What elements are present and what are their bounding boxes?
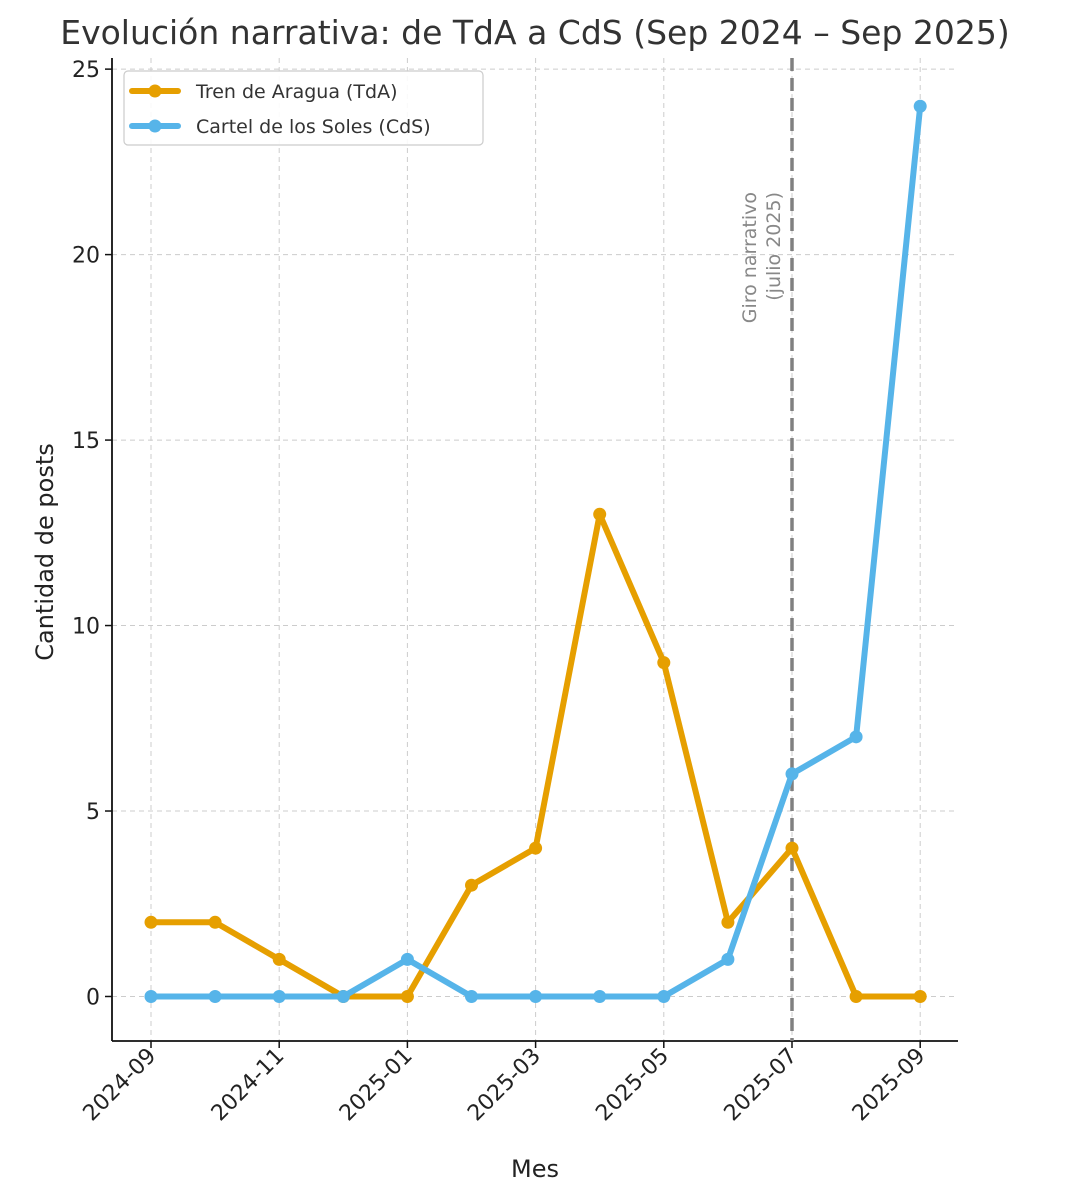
data-point-cds bbox=[529, 989, 543, 1003]
data-point-cds bbox=[465, 989, 478, 1003]
x-tick-label: 2025-09 bbox=[848, 1044, 931, 1127]
x-tick-label: 2024-09 bbox=[79, 1044, 162, 1127]
y-tick-label: 20 bbox=[72, 244, 100, 269]
data-point-tda bbox=[913, 989, 927, 1003]
legend-marker-cds bbox=[148, 119, 162, 133]
y-tick-label: 0 bbox=[86, 985, 100, 1010]
data-point-tda bbox=[785, 841, 799, 855]
data-point-tda bbox=[849, 989, 863, 1003]
legend-box bbox=[123, 70, 484, 146]
x-tick-label: 2025-05 bbox=[591, 1044, 674, 1127]
data-point-cds bbox=[272, 989, 286, 1003]
data-point-cds bbox=[721, 952, 735, 966]
data-point-tda bbox=[208, 915, 222, 929]
data-point-cds bbox=[208, 989, 222, 1003]
data-point-tda bbox=[465, 878, 478, 892]
x-tick-label: 2025-01 bbox=[335, 1044, 418, 1127]
y-tick-label: 5 bbox=[86, 800, 100, 825]
x-tick-label: 2024-11 bbox=[207, 1044, 290, 1127]
data-point-tda bbox=[144, 915, 158, 929]
y-tick-label: 25 bbox=[72, 58, 100, 83]
data-point-cds bbox=[336, 989, 350, 1003]
data-point-cds bbox=[657, 989, 671, 1003]
data-point-cds bbox=[913, 99, 927, 113]
annotation-label-line: (julio 2025) bbox=[763, 192, 785, 301]
legend-label-cds: Cartel de los Soles (CdS) bbox=[196, 116, 431, 138]
data-point-tda bbox=[272, 952, 286, 966]
data-point-cds bbox=[144, 989, 158, 1003]
y-tick-label: 15 bbox=[72, 429, 100, 454]
data-point-tda bbox=[593, 507, 607, 521]
data-point-cds bbox=[849, 730, 863, 744]
x-tick-label: 2025-07 bbox=[720, 1044, 803, 1127]
chart-title: Evolución narrativa: de TdA a CdS (Sep 2… bbox=[60, 13, 1010, 52]
y-axis-label: Cantidad de posts bbox=[31, 443, 59, 661]
data-point-cds bbox=[785, 767, 799, 781]
data-point-tda bbox=[400, 989, 414, 1003]
data-point-tda bbox=[529, 841, 543, 855]
data-point-tda bbox=[657, 656, 671, 670]
data-point-cds bbox=[593, 989, 607, 1003]
x-tick-label: 2025-03 bbox=[463, 1044, 546, 1127]
x-axis-label: Mes bbox=[511, 1155, 559, 1183]
annotation-label-line: Giro narrativo bbox=[739, 192, 761, 323]
annotation-label: Giro narrativo (julio 2025) bbox=[739, 192, 785, 323]
data-point-tda bbox=[721, 915, 735, 929]
y-tick-label: 10 bbox=[72, 615, 100, 640]
legend-label-tda: Tren de Aragua (TdA) bbox=[195, 81, 398, 103]
data-point-cds bbox=[400, 952, 414, 966]
legend-marker-tda bbox=[148, 84, 162, 98]
